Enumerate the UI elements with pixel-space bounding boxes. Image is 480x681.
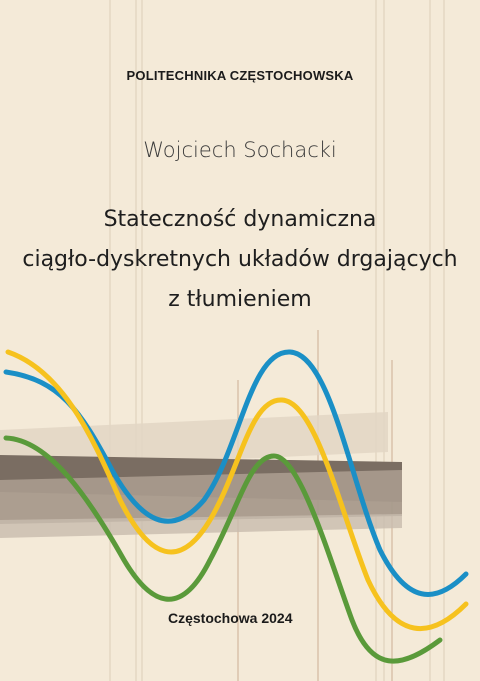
wave-green	[3, 435, 443, 664]
institution-name: POLITECHNIKA CZĘSTOCHOWSKA	[126, 68, 354, 83]
publication-place-year: Częstochowa 2024	[168, 610, 293, 626]
author-name: Wojciech Sochacki	[143, 138, 337, 162]
title-line-1: Stateczność dynamiczna	[103, 207, 377, 232]
title-line-2: ciągło-dyskretnych układów drgających	[22, 247, 458, 272]
background-lines	[109, 0, 445, 681]
wave-yellow	[5, 349, 469, 631]
wave-blue	[3, 349, 469, 597]
book-title: Stateczność dynamiczna ciągło-dyskretnyc…	[0, 200, 480, 320]
title-line-3: z tłumieniem	[168, 287, 312, 312]
